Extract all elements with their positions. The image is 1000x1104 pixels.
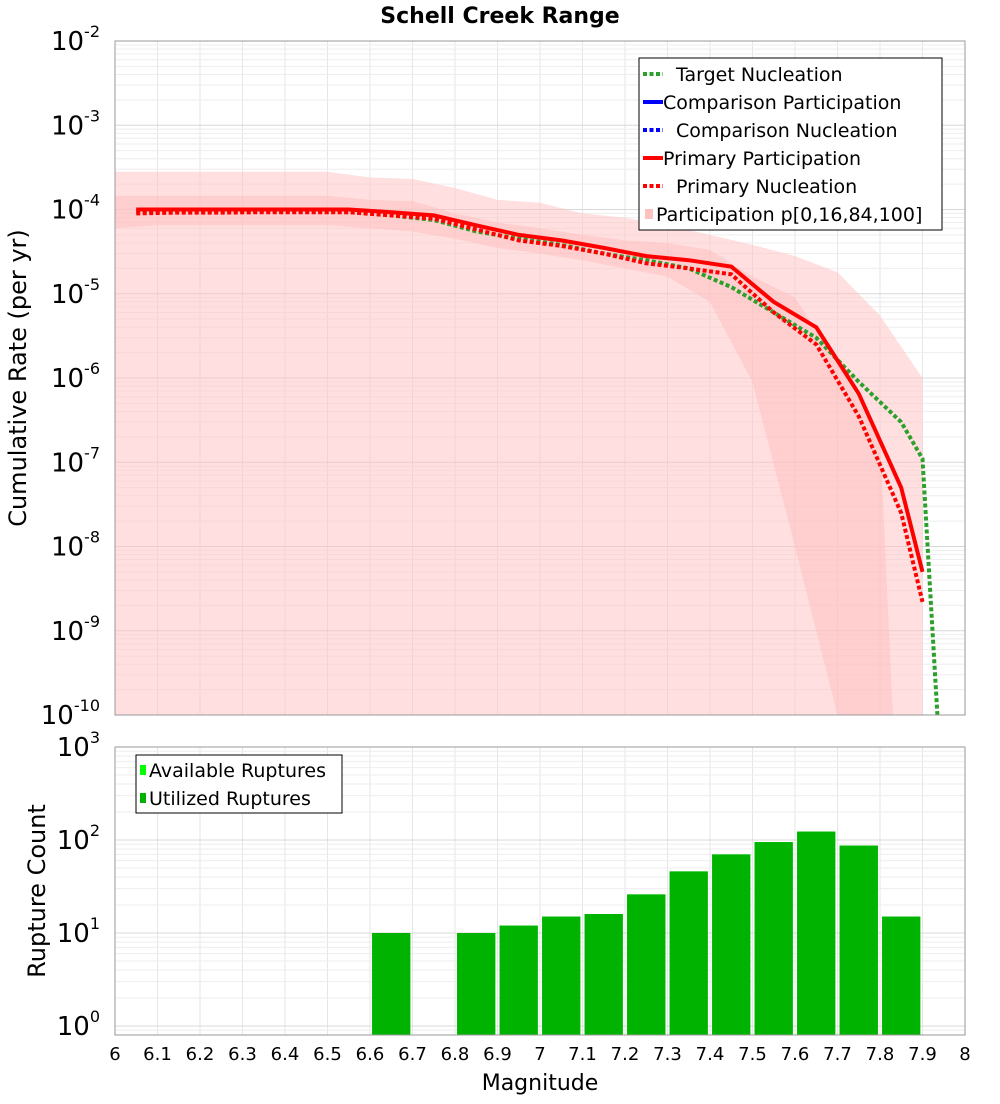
legend-label: Comparison Nucleation bbox=[676, 120, 898, 142]
y-tick-label: 10-6 bbox=[51, 359, 100, 394]
legend: Target Nucleation Comparison Participatio… bbox=[638, 57, 943, 231]
bar-utilized bbox=[542, 916, 581, 1035]
bar-utilized bbox=[882, 916, 921, 1035]
series-line-primary-nucleation bbox=[136, 210, 925, 603]
y-tick-label: 10-5 bbox=[51, 275, 100, 310]
legend-swatch bbox=[140, 793, 146, 803]
plot-frame bbox=[114, 746, 966, 1036]
legend-frame bbox=[638, 57, 943, 231]
rate-plot: 10-10 10-9 10-8 10-7 10-6 10-5 10-4 10-3 10-2 Cum… bbox=[4, 22, 966, 731]
y-tick-label: 10-3 bbox=[51, 106, 100, 141]
y-tick-label: 10-10 bbox=[41, 696, 100, 731]
x-tick-label: 6.1 bbox=[143, 1044, 172, 1065]
y-tick-label: 10-4 bbox=[51, 191, 100, 226]
y-tick-label: 102 bbox=[57, 821, 100, 856]
x-tick-label: 7.9 bbox=[908, 1044, 937, 1065]
x-tick-label: 6 bbox=[109, 1044, 120, 1065]
x-tick-label: 6.7 bbox=[398, 1044, 427, 1065]
series-line-target-nucleation bbox=[136, 209, 940, 715]
y-tick-label: 10-2 bbox=[51, 22, 100, 57]
x-tick-label: 6.9 bbox=[483, 1044, 512, 1065]
bar-utilized bbox=[627, 894, 666, 1035]
bar-utilized bbox=[457, 933, 496, 1035]
x-tick-label: 6.8 bbox=[441, 1044, 470, 1065]
legend-label: Target Nucleation bbox=[675, 64, 843, 86]
y-axis-label: Cumulative Rate (per yr) bbox=[4, 229, 32, 527]
x-axis-label: Magnitude bbox=[482, 1071, 599, 1096]
y-tick-label: 10-8 bbox=[51, 528, 100, 563]
bar-utilized bbox=[797, 831, 836, 1035]
legend-label: Available Ruptures bbox=[149, 760, 326, 782]
y-tick-label: 103 bbox=[57, 728, 100, 763]
y-tick-label: 101 bbox=[57, 914, 100, 949]
bar-utilized bbox=[839, 845, 878, 1035]
legend-label: Participation p[0,16,84,100] bbox=[656, 204, 922, 226]
rupture-count-plot: 100 101 102 103 6 6.1 6.2 6.3 6.4 6.5 6.6 6.7 6.8 6.9… bbox=[23, 728, 971, 1096]
plot-frame bbox=[114, 40, 966, 716]
y-tick-label: 100 bbox=[57, 1007, 100, 1042]
x-tick-label: 6.6 bbox=[356, 1044, 385, 1065]
x-tick-label: 6.2 bbox=[186, 1044, 215, 1065]
legend-label: Comparison Participation bbox=[663, 92, 901, 114]
bar-utilized bbox=[669, 871, 708, 1035]
bar-utilized bbox=[499, 925, 538, 1035]
x-tick-label: 7.4 bbox=[696, 1044, 725, 1065]
x-tick-label: 7 bbox=[534, 1044, 545, 1065]
y-tick-label: 10-9 bbox=[51, 612, 100, 647]
bar-utilized bbox=[754, 842, 793, 1035]
x-tick-label: 6.3 bbox=[228, 1044, 257, 1065]
legend-frame bbox=[135, 754, 343, 814]
series-line-primary-participation bbox=[136, 207, 925, 573]
x-tick-label: 7.1 bbox=[568, 1044, 597, 1065]
bar-utilized bbox=[712, 854, 751, 1035]
x-tick-label: 7.7 bbox=[823, 1044, 852, 1065]
legend-swatch bbox=[645, 209, 653, 219]
x-tick-label: 6.4 bbox=[271, 1044, 300, 1065]
bar-utilized bbox=[584, 914, 623, 1035]
x-tick-label: 7.5 bbox=[738, 1044, 767, 1065]
legend-label: Utilized Ruptures bbox=[149, 788, 311, 810]
x-tick-label: 7.2 bbox=[611, 1044, 640, 1065]
legend-swatch bbox=[140, 765, 146, 775]
x-tick-label: 6.5 bbox=[313, 1044, 342, 1065]
x-tick-label: 7.3 bbox=[653, 1044, 682, 1065]
legend-label: Primary Nucleation bbox=[676, 176, 857, 198]
legend: Available Ruptures Utilized Ruptures bbox=[135, 754, 343, 814]
y-axis-label: Rupture Count bbox=[23, 804, 51, 978]
x-tick-label: 7.8 bbox=[866, 1044, 895, 1065]
x-tick-label: 8 bbox=[959, 1044, 970, 1065]
chart-title: Schell Creek Range bbox=[380, 4, 619, 29]
legend-label: Primary Participation bbox=[663, 148, 861, 170]
y-tick-label: 10-7 bbox=[51, 443, 100, 478]
x-tick-label: 7.6 bbox=[781, 1044, 810, 1065]
bar-utilized bbox=[372, 933, 411, 1035]
